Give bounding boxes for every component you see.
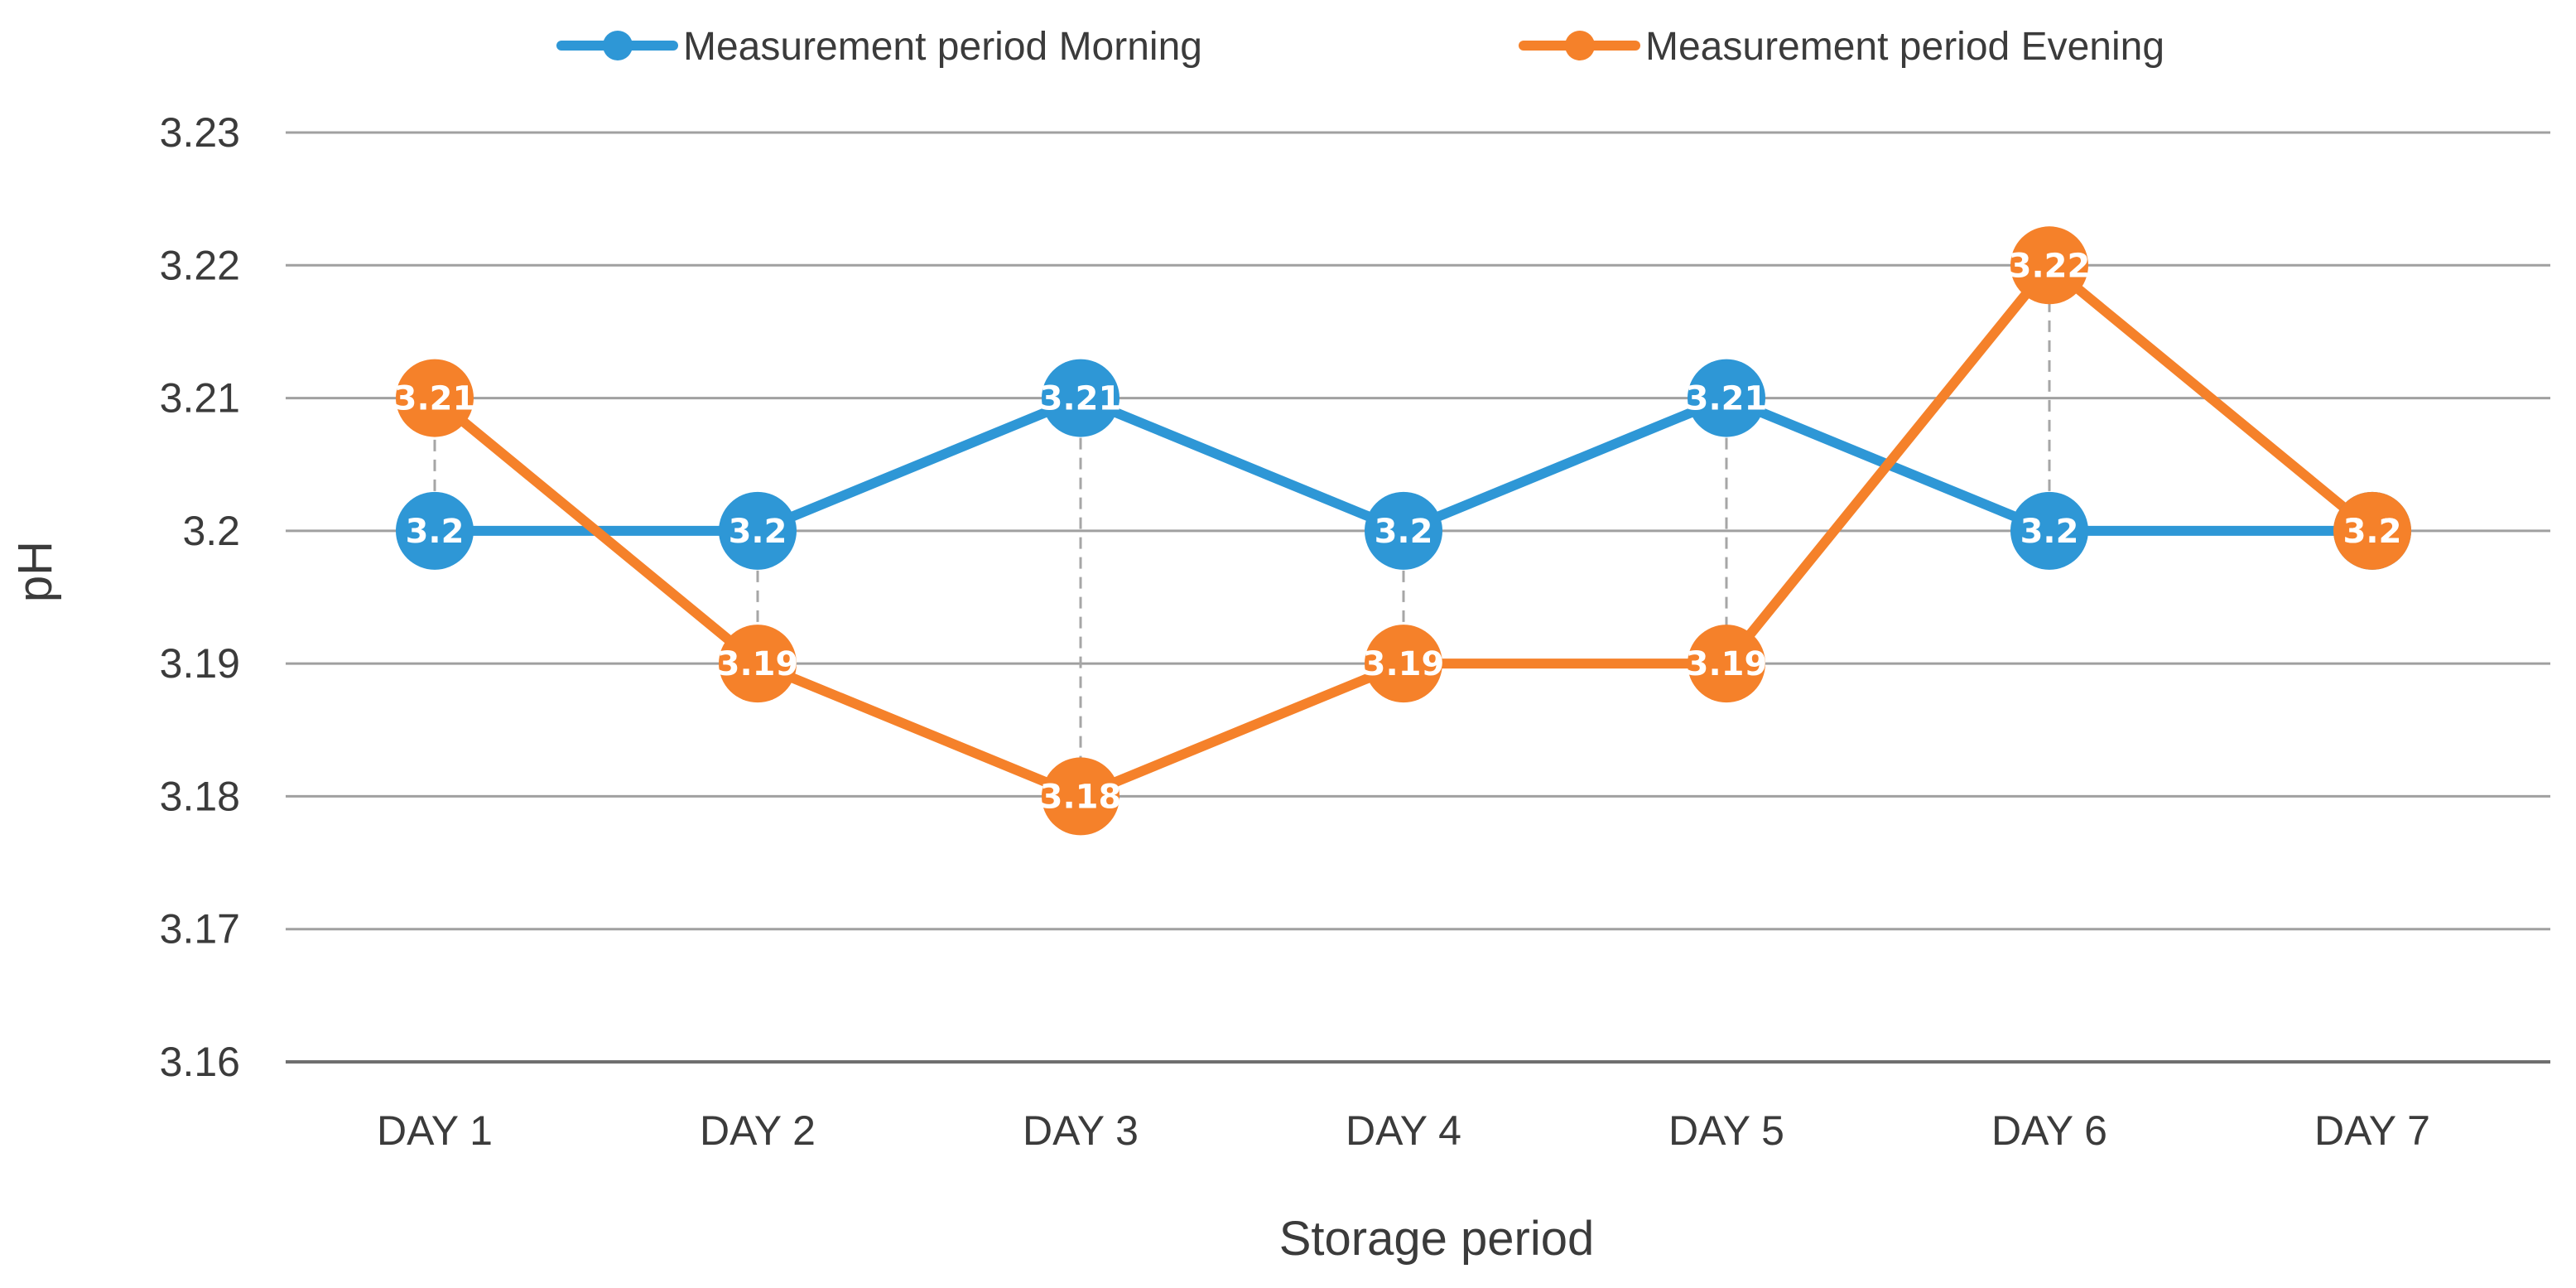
- legend-marker-morning: [603, 31, 633, 60]
- data-label-morning: 3.21: [1686, 380, 1768, 418]
- x-tick-label: DAY 5: [1668, 1107, 1784, 1154]
- legend-label-morning[interactable]: Measurement period Morning: [683, 25, 1202, 69]
- data-point-morning[interactable]: [1688, 359, 1765, 437]
- x-tick-label: DAY 4: [1346, 1107, 1461, 1154]
- legend-label-evening[interactable]: Measurement period Evening: [1645, 25, 2164, 69]
- data-label-evening: 3.19: [717, 645, 799, 683]
- data-labels: 3.2 3.2 3.21 3.2 3.21 3.2 3.2 3.21 3.19 3.18 3.19 3…: [394, 247, 2402, 816]
- y-tick-label: 3.21: [160, 375, 240, 422]
- y-tick-label: 3.17: [160, 906, 240, 953]
- y-tick-label: 3.23: [160, 109, 240, 156]
- x-tick-label: DAY 1: [377, 1107, 493, 1154]
- data-label-evening: 3.2: [2343, 513, 2402, 551]
- y-axis-title: pH: [8, 541, 62, 602]
- data-label-evening: 3.19: [1686, 645, 1768, 683]
- data-label-morning: 3.2: [2020, 513, 2079, 551]
- data-point-morning[interactable]: [719, 491, 797, 570]
- data-point-evening[interactable]: [396, 359, 474, 437]
- data-label-morning: 3.2: [729, 513, 787, 551]
- x-axis-title: Storage period: [1279, 1212, 1594, 1266]
- data-label-evening: 3.21: [394, 380, 476, 418]
- data-point-evening[interactable]: [1688, 625, 1765, 703]
- legend: Measurement period Morning Measurement pe…: [556, 25, 2164, 69]
- data-label-evening: 3.18: [1040, 778, 1122, 816]
- y-tick-label: 3.16: [160, 1039, 240, 1085]
- data-point-morning[interactable]: [2010, 491, 2088, 570]
- data-point-morning[interactable]: [1365, 491, 1442, 570]
- x-tick-label: DAY 3: [1023, 1107, 1139, 1154]
- y-tick-label: 3.2: [182, 508, 240, 554]
- data-point-evening[interactable]: [1365, 625, 1442, 703]
- data-point-morning[interactable]: [1042, 359, 1119, 437]
- data-label-morning: 3.2: [406, 513, 465, 551]
- y-tick-label: 3.22: [160, 242, 240, 288]
- data-point-evening[interactable]: [2333, 491, 2411, 570]
- y-axis-ticks: 3.16 3.17 3.18 3.19 3.2 3.21 3.22 3.23: [160, 109, 240, 1085]
- gridlines: [286, 131, 2550, 1064]
- data-label-evening: 3.22: [2009, 247, 2091, 285]
- data-label-morning: 3.2: [2343, 513, 2402, 551]
- x-axis-ticks: DAY 1 DAY 2 DAY 3 DAY 4 DAY 5 DAY 6 DAY 7: [377, 1107, 2430, 1154]
- legend-marker-evening: [1565, 31, 1595, 60]
- data-point-evening[interactable]: [719, 625, 797, 703]
- data-label-morning: 3.2: [1375, 513, 1433, 551]
- y-tick-label: 3.19: [160, 640, 240, 687]
- x-tick-label: DAY 6: [1991, 1107, 2107, 1154]
- data-markers: [396, 226, 2411, 836]
- x-tick-label: DAY 2: [700, 1107, 816, 1154]
- data-label-morning: 3.21: [1040, 380, 1122, 418]
- data-point-morning[interactable]: [396, 491, 474, 570]
- data-point-evening[interactable]: [1042, 757, 1119, 836]
- data-point-evening[interactable]: [2010, 226, 2088, 305]
- x-tick-label: DAY 7: [2314, 1107, 2430, 1154]
- y-tick-label: 3.18: [160, 773, 240, 819]
- data-label-evening: 3.19: [1363, 645, 1445, 683]
